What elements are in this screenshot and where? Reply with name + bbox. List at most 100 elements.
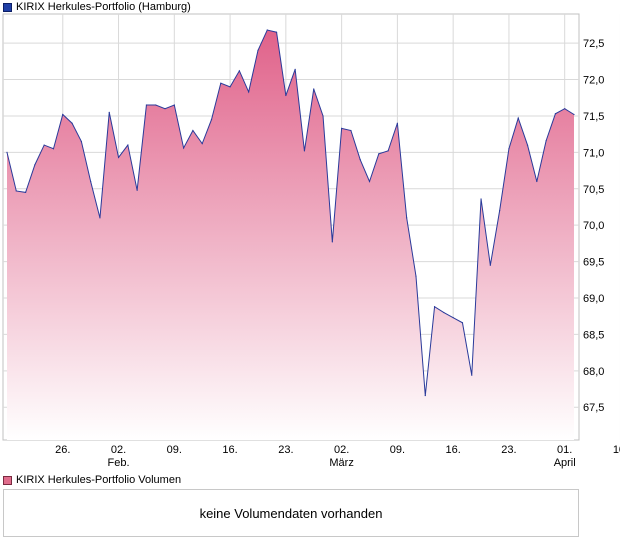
price-point: [564, 108, 566, 110]
y-tick-label: 67,5: [583, 402, 604, 414]
price-point: [331, 241, 333, 243]
price-point: [275, 31, 278, 33]
x-month-label: Feb.: [108, 457, 130, 469]
volume-legend-swatch: [3, 475, 12, 485]
price-legend: KIRIX Herkules-Portfolio (Hamburg): [3, 0, 191, 14]
x-tick-label: 02.: [111, 444, 126, 456]
x-tick-label: 23.: [501, 444, 516, 456]
x-tick-label: 01.: [557, 444, 572, 456]
price-point: [294, 68, 296, 70]
volume-empty-message: keine Volumendaten vorhanden: [199, 505, 383, 521]
price-point: [471, 374, 473, 376]
price-point: [554, 113, 557, 115]
price-line: [6, 29, 575, 396]
volume-legend: KIRIX Herkules-Portfolio Volumen: [3, 473, 181, 487]
price-point: [90, 180, 92, 183]
price-point: [248, 91, 250, 93]
price-point: [15, 190, 17, 192]
price-point: [192, 129, 194, 132]
price-area: [7, 30, 574, 441]
price-point: [322, 115, 324, 117]
price-point: [536, 180, 538, 183]
price-point: [359, 159, 361, 161]
price-point: [285, 94, 287, 97]
price-point: [508, 148, 510, 150]
y-tick-label: 68,5: [583, 329, 604, 341]
price-point: [368, 180, 371, 183]
price-points: [6, 29, 575, 397]
price-point: [155, 104, 157, 106]
price-point: [396, 122, 398, 124]
price-point: [201, 143, 203, 145]
y-tick-label: 70,0: [583, 220, 604, 232]
y-tick-label: 71,5: [583, 111, 604, 123]
price-point: [183, 147, 185, 149]
price-point: [499, 210, 501, 212]
price-point: [433, 306, 436, 308]
price-point: [545, 140, 547, 142]
y-tick-label: 69,5: [583, 257, 604, 269]
volume-legend-label: KIRIX Herkules-Portfolio Volumen: [16, 474, 182, 486]
price-point: [24, 191, 27, 194]
price-point: [34, 164, 36, 166]
y-tick-label: 72,5: [583, 38, 604, 50]
price-point: [52, 148, 55, 150]
price-point: [238, 70, 240, 72]
price-point: [266, 29, 268, 31]
y-tick-label: 71,0: [583, 147, 604, 159]
price-point: [43, 144, 45, 146]
x-tick-label: 09.: [390, 444, 405, 456]
price-point: [99, 217, 101, 219]
price-point: [127, 144, 129, 146]
price-point: [387, 150, 389, 152]
price-point: [173, 104, 175, 106]
price-point: [229, 86, 231, 88]
price-point: [424, 394, 426, 397]
x-tick-label: 02.: [334, 444, 349, 456]
x-month-label: März: [329, 457, 353, 469]
price-point: [257, 49, 259, 52]
volume-panel: keine Volumendaten vorhanden: [3, 489, 579, 537]
price-point: [108, 111, 110, 113]
price-point: [6, 151, 8, 153]
price-point: [573, 113, 575, 116]
y-axis: 67,5 68,0 68,5 69,0 69,5 70,0 70,5 71,0 71,5 72,0…: [583, 38, 604, 414]
price-point: [526, 144, 529, 146]
price-point: [461, 322, 464, 324]
price-chart: 67,5 68,0 68,5 69,0 69,5 70,0 70,5 71,0 71,5 72,0…: [2, 13, 620, 469]
price-point: [117, 156, 120, 159]
price-point: [350, 129, 352, 132]
x-month-label: April: [554, 457, 576, 469]
x-tick-label: 26.: [55, 444, 70, 456]
price-point: [341, 127, 343, 129]
x-tick-label: 16.: [222, 444, 237, 456]
price-legend-swatch: [3, 2, 12, 12]
price-point: [80, 140, 82, 143]
price-point: [62, 113, 64, 116]
price-point: [313, 88, 315, 90]
price-point: [210, 118, 213, 121]
price-point: [443, 311, 445, 314]
price-point: [489, 264, 491, 266]
y-tick-label: 70,5: [583, 184, 604, 196]
price-point: [406, 217, 408, 219]
price-point: [517, 117, 519, 119]
y-tick-label: 69,0: [583, 293, 604, 305]
x-tick-label: 09.: [167, 444, 182, 456]
x-tick-label: 10.: [613, 444, 620, 456]
price-point: [220, 82, 222, 84]
y-tick-label: 68,0: [583, 366, 604, 378]
price-point: [415, 275, 417, 277]
price-legend-label: KIRIX Herkules-Portfolio (Hamburg): [16, 1, 191, 13]
x-tick-label: 23.: [278, 444, 293, 456]
price-point: [378, 153, 380, 155]
price-point: [164, 108, 166, 110]
price-point: [136, 189, 138, 191]
x-tick-label: 16.: [446, 444, 461, 456]
y-tick-label: 72,0: [583, 75, 604, 87]
price-point: [452, 317, 454, 319]
price-point: [303, 150, 306, 152]
price-point: [480, 198, 482, 200]
price-point: [145, 104, 148, 106]
